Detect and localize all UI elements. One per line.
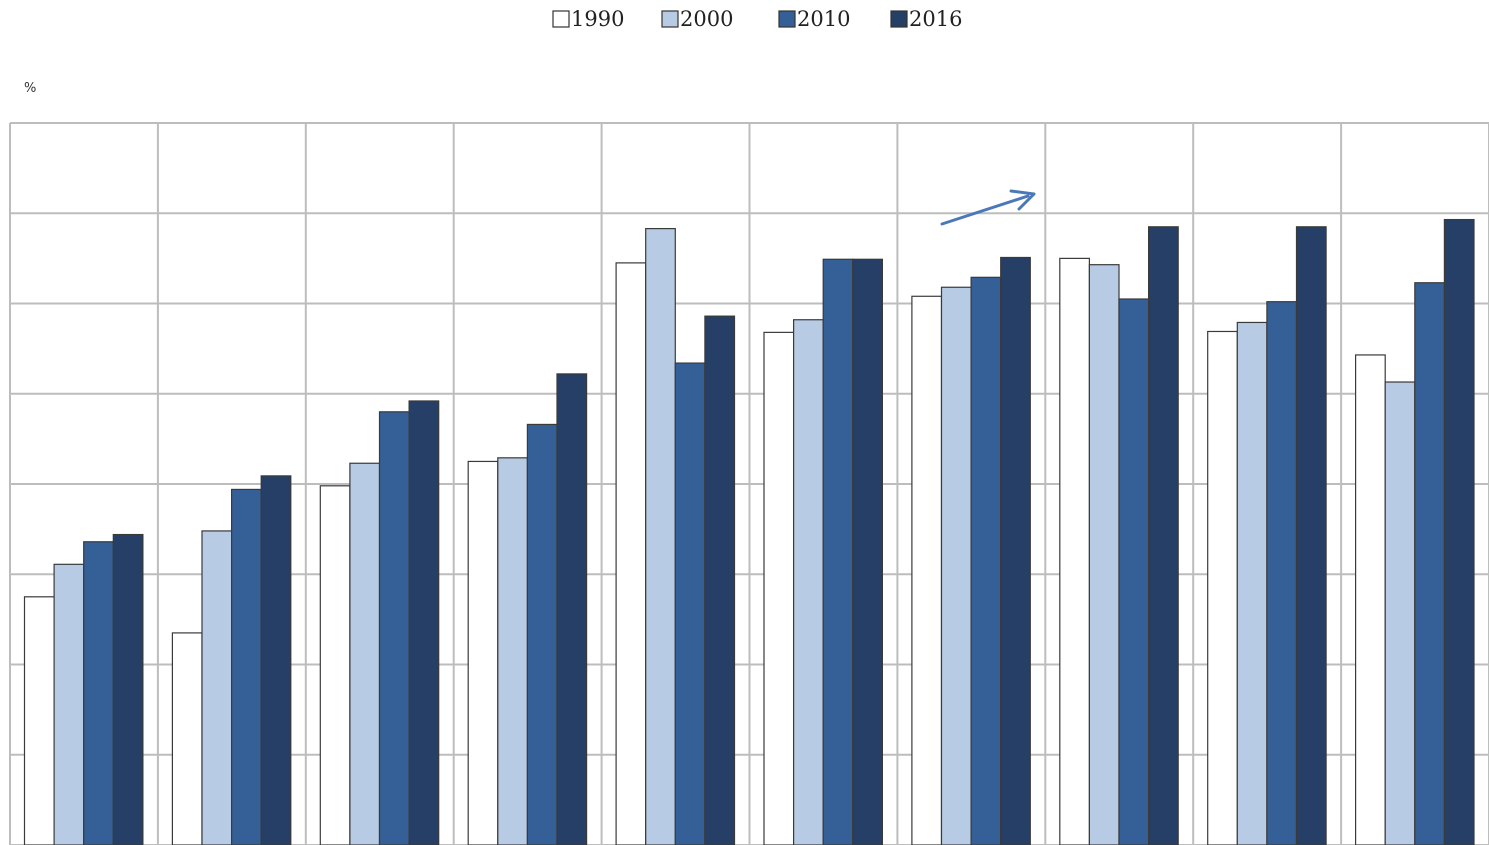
bar-2000-group-1 (53, 563, 85, 845)
bar-2016-group-10 (1443, 218, 1475, 845)
bar-1990-group-7 (911, 295, 943, 845)
bar-2010-group-5 (674, 362, 706, 845)
bar-2000-group-8 (1088, 264, 1120, 845)
bar-1990-group-10 (1354, 354, 1386, 845)
bar-2016-group-6 (852, 258, 883, 845)
bar-2016-group-4 (556, 373, 588, 845)
legend-label: 1990 (571, 7, 624, 31)
legend-label: 2016 (909, 7, 962, 31)
legend-swatch (661, 10, 679, 28)
bar-1990-group-8 (1059, 257, 1091, 845)
bar-2010-group-7 (970, 276, 1002, 845)
legend-item-2000: 2000 (661, 7, 733, 31)
legend-item-2010: 2010 (778, 7, 850, 31)
bar-2010-group-9 (1266, 301, 1298, 845)
bar-1990-group-1 (23, 596, 55, 845)
bar-1990-group-5 (615, 262, 647, 845)
bar-2000-group-6 (792, 319, 824, 845)
bar-2000-group-7 (940, 286, 972, 845)
bar-2016-group-1 (112, 533, 144, 845)
bar-2016-group-9 (1295, 226, 1327, 845)
bar-1990-group-3 (319, 485, 351, 845)
legend-label: 2000 (680, 7, 733, 31)
bar-2016-group-7 (1000, 256, 1031, 845)
bar-2010-group-6 (822, 258, 854, 845)
bar-2010-group-4 (526, 423, 558, 845)
bar-2016-group-3 (408, 400, 440, 845)
chart-bars (23, 218, 1475, 845)
bar-2000-group-2 (201, 530, 233, 845)
chart-grid (9, 122, 1489, 845)
bar-1990-group-6 (763, 331, 795, 845)
bar-2010-group-3 (378, 411, 410, 845)
legend-item-2016: 2016 (890, 7, 962, 31)
legend-label: 2010 (797, 7, 850, 31)
bar-2010-group-2 (231, 488, 262, 845)
bar-1990-group-4 (467, 460, 499, 845)
legend-swatch (778, 10, 796, 28)
legend-swatch (890, 10, 908, 28)
bar-2000-group-9 (1236, 321, 1268, 845)
trend-arrow (940, 189, 1036, 226)
bar-2000-group-10 (1384, 381, 1416, 845)
bar-2010-group-10 (1414, 282, 1446, 845)
bar-2016-group-8 (1147, 226, 1179, 845)
bar-2016-group-5 (704, 315, 736, 845)
chart-legend: 1990 2000 2010 2016 (552, 7, 962, 31)
legend-swatch (552, 10, 570, 28)
bar-2016-group-2 (260, 475, 292, 845)
bar-2000-group-3 (349, 462, 381, 845)
bar-2010-group-8 (1118, 298, 1150, 845)
y-axis-unit-label: % (24, 81, 36, 96)
bar-2000-group-5 (645, 227, 676, 845)
legend-item-1990: 1990 (552, 7, 624, 31)
bar-2010-group-1 (83, 541, 114, 845)
bar-2000-group-4 (497, 457, 528, 845)
bar-1990-group-2 (171, 632, 203, 845)
bar-1990-group-9 (1207, 330, 1238, 845)
